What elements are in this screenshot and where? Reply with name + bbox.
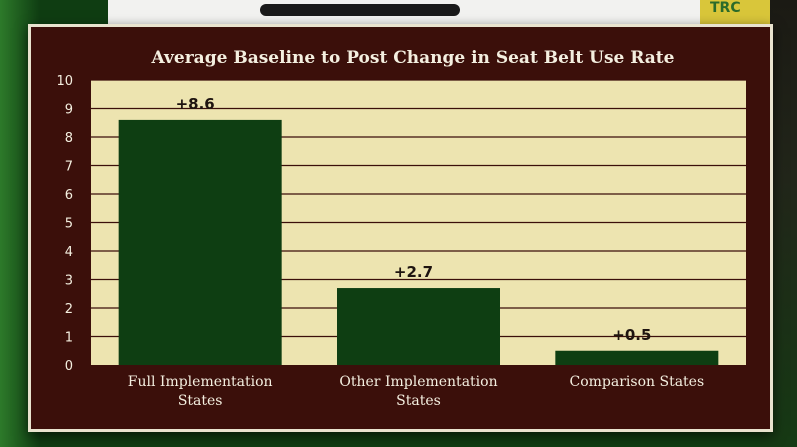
data-label: +8.6	[176, 95, 215, 113]
y-tick-label: 6	[65, 188, 73, 203]
chart-title: Average Baseline to Post Change in Seat …	[151, 48, 675, 68]
y-tick-label: 9	[65, 103, 73, 118]
y-tick-label: 1	[65, 331, 73, 346]
data-label: +2.7	[394, 263, 433, 281]
bar-chart: Average Baseline to Post Change in Seat …	[56, 48, 746, 409]
y-tick-label: 8	[65, 131, 73, 146]
bar	[337, 288, 500, 365]
y-tick-label: 0	[65, 359, 73, 374]
x-tick-label: Full Implementation States	[128, 374, 273, 409]
x-tick-label: Comparison States	[570, 374, 705, 390]
background-badge-text: TRC	[710, 0, 741, 16]
bar	[118, 119, 282, 366]
y-tick-label: 7	[65, 160, 73, 175]
y-tick-label: 5	[65, 217, 73, 232]
x-axis-labels: Full Implementation States Other Implement…	[128, 374, 704, 409]
chart-frame: Average Baseline to Post Change in Seat …	[28, 24, 773, 432]
data-labels: +8.6 +2.7 +0.5	[176, 95, 652, 344]
background-top-shape	[260, 4, 460, 16]
y-tick-label: 4	[65, 245, 73, 260]
y-tick-label: 3	[65, 274, 73, 289]
y-tick-label: 10	[56, 74, 73, 89]
bar	[555, 350, 719, 365]
y-axis-ticks: 0 1 2 3 4 5 6 7 8 9 10	[56, 74, 73, 374]
bars	[118, 119, 719, 366]
data-label: +0.5	[612, 326, 651, 344]
y-tick-label: 2	[65, 302, 73, 317]
x-tick-label: Other Implementation States	[339, 374, 497, 409]
background-badge: TRC	[700, 0, 770, 24]
